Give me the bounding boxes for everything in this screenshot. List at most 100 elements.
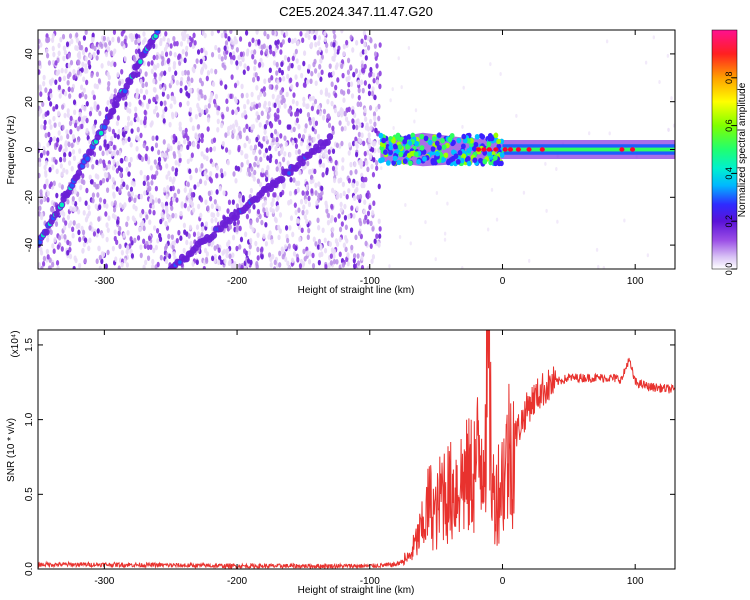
spectrogram-noise-mark: [62, 167, 66, 174]
spectrogram-noise-mark: [184, 51, 189, 57]
spectrogram-noise-mark: [126, 229, 130, 236]
spectrogram-noise-mark: [98, 41, 103, 48]
spectrogram-noise-mark: [305, 190, 310, 196]
spectrogram-noise-mark: [245, 123, 249, 130]
spectrogram-noise-mark: [188, 41, 193, 48]
spectrogram-noise-mark: [276, 78, 280, 85]
spectrogram-noise-mark: [182, 222, 187, 229]
spectrogram-noise-mark: [158, 53, 162, 60]
spectrogram-noise-mark: [152, 63, 156, 70]
spectrogram-noise-mark: [143, 118, 147, 125]
spectrogram-noise-mark: [358, 138, 363, 145]
spectrogram-noise-mark: [153, 159, 157, 165]
spectrogram-noise-mark: [221, 250, 225, 256]
spectrogram-noise-mark: [332, 177, 337, 184]
spectrogram-noise-mark: [148, 185, 152, 192]
spectrogram-noise-mark: [308, 95, 313, 102]
spectrogram-noise-mark: [310, 174, 314, 181]
spectrogram-noise-mark: [336, 77, 340, 83]
spectrogram-noise-mark: [39, 42, 43, 48]
spectrogram-noise-mark: [218, 185, 222, 192]
spectrogram-noise-mark: [149, 165, 153, 171]
spectrogram-noise-mark: [90, 72, 94, 79]
spectrogram-noise-mark: [319, 89, 323, 96]
spectrogram-noise-mark: [103, 133, 107, 140]
spectrogram-noise-mark: [134, 205, 138, 212]
spectrogram-noise-mark: [299, 30, 303, 37]
spectrogram-noise-mark: [44, 172, 48, 178]
spectrogram-noise-mark: [220, 32, 224, 39]
spectrogram-noise-mark: [86, 162, 90, 169]
spectrogram-noise-mark: [136, 116, 140, 123]
spectrogram-noise-mark: [291, 55, 295, 62]
carrier-turbulent-mark: [423, 135, 429, 142]
carrier-turbulent-mark: [473, 141, 479, 148]
spectrogram-noise-mark: [129, 186, 134, 193]
snr-x-tick-label: -200: [227, 576, 247, 587]
spectrogram-noise-mark: [226, 130, 230, 137]
spectrogram-noise-mark: [83, 237, 88, 243]
spectrogram-noise-mark: [309, 78, 313, 85]
spectrogram-noise-mark: [39, 91, 43, 97]
spectrogram-noise-mark: [275, 61, 279, 68]
carrier-turbulent-mark: [397, 144, 403, 150]
spectrogram-noise-mark: [597, 264, 600, 269]
spectrogram-noise-mark: [349, 169, 353, 176]
spectrogram-noise-mark: [191, 261, 195, 267]
spectrogram-noise-mark: [152, 209, 156, 216]
spectrogram-noise-mark: [207, 103, 211, 109]
spectrogram-noise-mark: [327, 72, 332, 78]
spectrogram-noise-mark: [343, 203, 347, 210]
spectrogram-noise-mark: [308, 119, 312, 126]
carrier-peak-mark: [502, 147, 508, 152]
spectrogram-noise-mark: [328, 63, 332, 69]
spectrogram-noise-mark: [339, 201, 343, 208]
spectrogram-noise-mark: [123, 257, 127, 264]
carrier-peak-mark: [486, 147, 492, 152]
spectrogram-noise-mark: [264, 135, 268, 142]
spectrogram-noise-mark: [116, 219, 120, 225]
spectrogram-noise-mark: [139, 119, 143, 126]
spectrogram-noise-mark: [344, 234, 348, 241]
spectrogram-noise-mark: [247, 208, 252, 214]
spectrogram-noise-mark: [254, 71, 258, 78]
spectrogram-noise-mark: [306, 234, 310, 241]
spectrogram-noise-mark: [52, 136, 57, 142]
spectrogram-noise-mark: [373, 115, 377, 122]
spectrogram-noise-mark: [350, 93, 355, 99]
spectrogram-noise-mark: [302, 60, 306, 67]
spectrogram-noise-mark: [188, 224, 193, 231]
spectrogram-noise-mark: [125, 166, 129, 173]
spectrogram-noise-mark: [183, 69, 188, 76]
spectrogram-noise-mark: [157, 156, 162, 163]
spectrogram-noise-mark: [120, 261, 124, 268]
spectrogram-noise-mark: [38, 161, 42, 168]
spectrogram-noise-mark: [104, 51, 109, 58]
spectrogram-noise-mark: [360, 67, 365, 74]
spectrogram-noise-mark: [263, 123, 268, 130]
spectrogram-noise-mark: [209, 146, 213, 153]
spectrogram-noise-mark: [165, 208, 169, 215]
spectrogram-noise-mark: [326, 219, 331, 226]
spectrogram-noise-mark: [173, 192, 177, 199]
spectrogram-noise-mark: [60, 246, 64, 252]
spectrogram-noise-mark: [363, 34, 368, 41]
spectrogram-noise-mark: [212, 145, 217, 152]
spectrogram-noise-mark: [292, 177, 296, 183]
spectrogram-noise-mark: [308, 168, 312, 175]
spectrogram-line-mark: [233, 213, 240, 221]
spectrogram-noise-mark: [126, 115, 131, 122]
spectrogram-noise-mark: [134, 39, 138, 46]
spectrogram-noise-mark: [50, 77, 55, 84]
spectrogram-noise-mark: [317, 259, 321, 266]
spectrogram-noise-mark: [174, 111, 178, 117]
spectrogram-noise-mark: [235, 226, 239, 233]
spectrogram-noise-mark: [194, 113, 198, 120]
spectrogram-noise-mark: [227, 260, 231, 267]
spectrogram-noise-mark: [58, 146, 62, 153]
spectrogram-noise-mark: [154, 142, 159, 149]
spectrogram-noise-mark: [336, 193, 340, 200]
spectrogram-x-tick-label: 0: [500, 276, 506, 287]
spectrogram-noise-mark: [286, 124, 290, 130]
spectrogram-noise-mark: [151, 264, 155, 269]
